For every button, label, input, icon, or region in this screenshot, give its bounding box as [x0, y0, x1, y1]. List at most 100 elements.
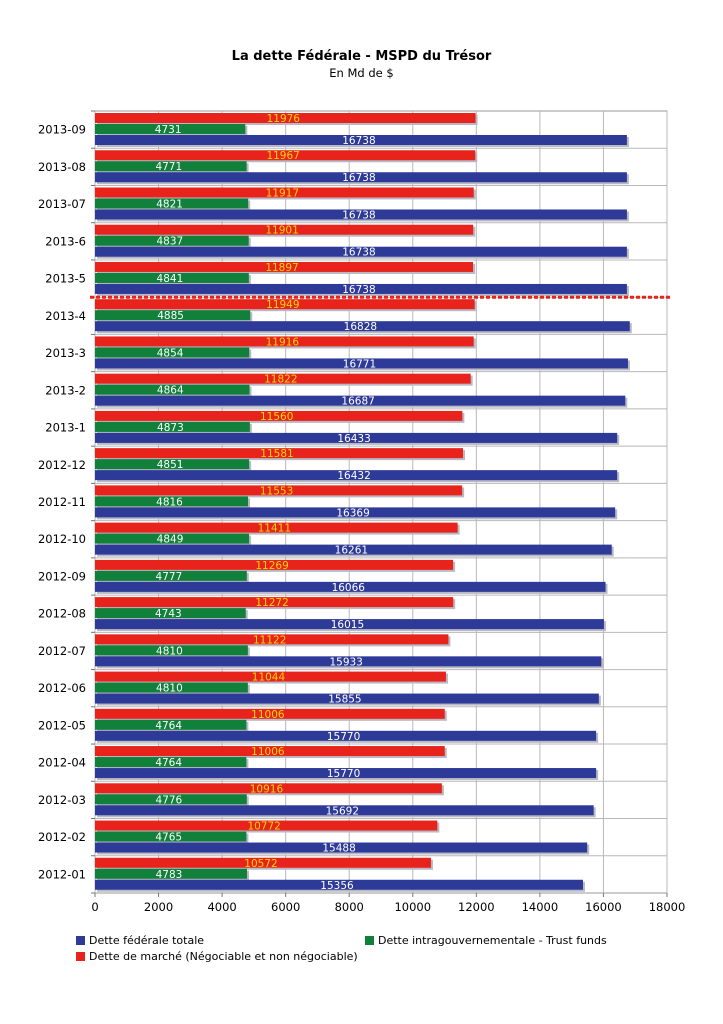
bar — [95, 719, 247, 730]
data-label: 11897 — [265, 262, 298, 274]
y-tick-label: 2012-09 — [38, 569, 86, 583]
data-label: 11967 — [266, 150, 299, 162]
y-tick-label: 2012-10 — [38, 532, 86, 546]
legend-item-market: Dette de marché (Négociable et non négoc… — [76, 950, 358, 963]
data-label: 16432 — [337, 470, 370, 482]
chart-subtitle: En Md de $ — [329, 66, 394, 80]
data-label: 16015 — [331, 619, 364, 631]
data-label: 11122 — [253, 634, 286, 646]
data-label: 16738 — [342, 209, 375, 221]
bar — [95, 857, 431, 868]
bar — [95, 757, 247, 768]
bar — [95, 608, 246, 619]
data-label: 11916 — [266, 336, 300, 348]
data-label: 16738 — [342, 172, 375, 184]
data-label: 11411 — [258, 523, 291, 535]
data-label: 4731 — [155, 124, 182, 136]
legend-swatch-market — [76, 952, 85, 961]
bar — [95, 209, 627, 220]
y-tick-label: 2013-08 — [38, 160, 86, 174]
bar — [95, 336, 474, 347]
bar — [95, 671, 446, 682]
bar — [95, 693, 599, 704]
data-label: 16433 — [337, 433, 370, 445]
legend-label-total: Dette fédérale totale — [89, 934, 205, 947]
legend-swatch-total — [76, 936, 85, 945]
x-tick-label: 12000 — [458, 900, 495, 914]
bar — [95, 358, 628, 369]
data-label: 4764 — [155, 757, 182, 769]
data-label: 15356 — [320, 880, 354, 892]
y-tick-label: 2013-2 — [45, 383, 86, 397]
bar — [95, 768, 597, 779]
data-label: 11272 — [255, 597, 288, 609]
x-tick-label: 16000 — [585, 900, 622, 914]
data-label: 4765 — [155, 832, 182, 844]
data-label: 11553 — [260, 485, 293, 497]
bar — [95, 570, 247, 581]
bar — [95, 879, 583, 890]
bar — [95, 310, 251, 321]
bar — [95, 135, 627, 145]
data-label: 4837 — [156, 236, 183, 248]
data-label: 11581 — [260, 448, 293, 460]
bar — [95, 187, 474, 198]
data-label: 11976 — [267, 113, 301, 125]
y-tick-label: 2012-04 — [38, 756, 86, 770]
data-label: 16066 — [332, 582, 366, 594]
bar — [95, 235, 249, 246]
data-label: 15770 — [327, 768, 360, 780]
data-label: 11949 — [266, 299, 299, 311]
bar — [95, 421, 250, 432]
x-tick-label: 8000 — [335, 900, 364, 914]
data-label: 4854 — [157, 347, 184, 359]
bar — [95, 459, 250, 470]
y-tick-label: 2012-07 — [38, 644, 86, 658]
y-tick-label: 2013-1 — [45, 421, 86, 435]
x-tick-label: 14000 — [522, 900, 559, 914]
data-label: 4849 — [157, 534, 184, 546]
bar — [95, 432, 618, 443]
data-label: 10916 — [250, 783, 284, 795]
data-label: 4743 — [155, 608, 182, 620]
bar — [95, 831, 247, 842]
data-label: 4810 — [156, 645, 183, 657]
data-label: 11044 — [252, 672, 286, 684]
y-tick-label: 2012-02 — [38, 830, 86, 844]
data-label: 4816 — [156, 496, 183, 508]
data-label: 4851 — [157, 459, 184, 471]
y-tick-label: 2012-05 — [38, 718, 86, 732]
bar — [95, 410, 463, 421]
bar — [95, 272, 249, 283]
x-tick-label: 0 — [91, 900, 98, 914]
bar — [95, 820, 438, 831]
y-tick-label: 2012-01 — [38, 867, 86, 881]
bar — [95, 246, 627, 257]
data-label: 16828 — [344, 321, 377, 333]
y-tick-label: 2013-5 — [45, 272, 86, 286]
data-label: 10572 — [244, 858, 277, 870]
bar — [95, 470, 618, 481]
data-label: 4885 — [157, 310, 184, 322]
bar — [95, 559, 454, 570]
y-tick-label: 2012-12 — [38, 458, 86, 472]
data-label: 4771 — [155, 161, 182, 173]
bar — [95, 656, 602, 667]
bar — [95, 347, 250, 358]
data-label: 4777 — [156, 571, 183, 583]
chart-title: La dette Fédérale - MSPD du Trésor — [231, 49, 492, 64]
bar — [95, 485, 463, 496]
data-label: 4841 — [157, 273, 184, 285]
data-label: 16771 — [343, 358, 376, 370]
bar — [95, 645, 248, 656]
legend-label-intragov: Dette intragouvernementale - Trust funds — [378, 934, 607, 947]
data-label: 11901 — [265, 225, 298, 237]
bar — [95, 783, 442, 794]
data-label: 15692 — [326, 805, 359, 817]
bar — [95, 373, 471, 384]
bar — [95, 384, 250, 395]
bar — [95, 395, 626, 406]
y-tick-label: 2013-09 — [38, 123, 86, 137]
y-tick-label: 2012-03 — [38, 793, 86, 807]
data-label: 11269 — [255, 560, 288, 572]
